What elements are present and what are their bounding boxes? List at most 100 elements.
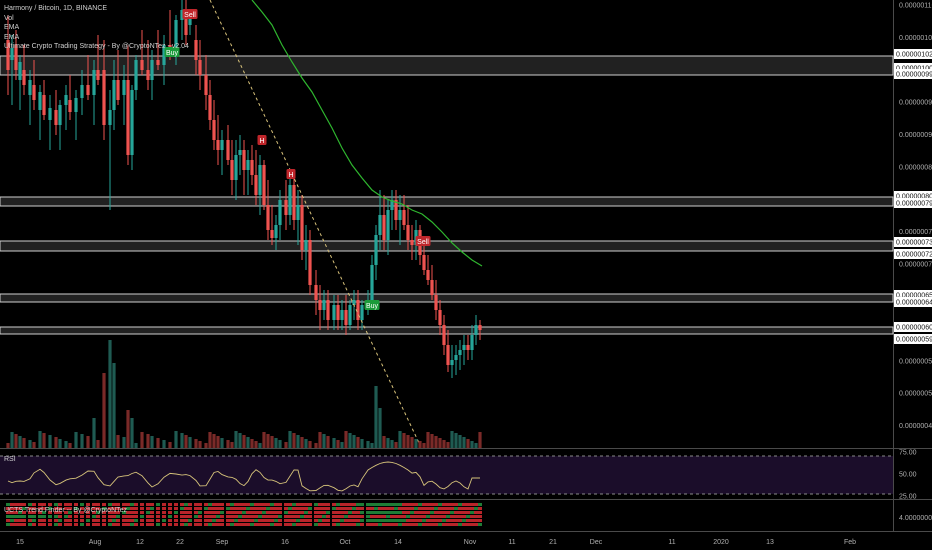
trend-cell: [352, 523, 356, 526]
trend-cell: [234, 515, 238, 518]
trend-cell: [322, 503, 326, 506]
volume-bar: [258, 443, 262, 448]
trend-cell: [22, 507, 26, 510]
trend-cell: [10, 503, 14, 506]
trend-cell: [58, 511, 62, 514]
trend-cell: [58, 523, 62, 526]
trend-cell: [378, 523, 382, 526]
trend-cell: [438, 511, 442, 514]
trend-cell: [374, 519, 378, 522]
candle-body: [250, 160, 254, 175]
candle-body: [188, 15, 192, 25]
trend-cell: [184, 511, 188, 514]
volume-bar: [254, 441, 258, 448]
trend-cell: [18, 503, 22, 506]
trend-cell: [198, 503, 202, 506]
trend-cell: [344, 503, 348, 506]
trend-cell: [266, 511, 270, 514]
trend-cell: [156, 503, 160, 506]
candle-body: [478, 325, 482, 330]
trend-cell: [54, 503, 58, 506]
trend-cell: [446, 515, 450, 518]
trend-cell: [156, 511, 160, 514]
trend-cell: [108, 515, 112, 518]
trend-cell: [86, 507, 90, 510]
trend-cell: [230, 519, 234, 522]
trend-cell: [378, 503, 382, 506]
legend-vol[interactable]: Vol: [4, 14, 14, 22]
trend-cell: [262, 515, 266, 518]
trend-cell: [300, 523, 304, 526]
trend-cell: [418, 507, 422, 510]
trend-cell: [352, 515, 356, 518]
trend-cell: [266, 515, 270, 518]
trend-cell: [216, 503, 220, 506]
trend-cell: [284, 519, 288, 522]
volume-bar: [322, 434, 326, 448]
trend-cell: [48, 515, 52, 518]
legend-strategy[interactable]: Ultimate Crypto Trading Strategy - By @C…: [4, 43, 189, 50]
time-axis-label: 12: [136, 539, 144, 546]
trend-cell: [126, 519, 130, 522]
volume-bar: [262, 432, 266, 448]
trend-cell: [18, 519, 22, 522]
trend-cell: [466, 519, 470, 522]
trend-cell: [86, 515, 90, 518]
trend-cell: [434, 523, 438, 526]
trend-finder-title[interactable]: UCTS Trend Finder -- By @CryptoNTez: [4, 507, 128, 514]
trend-cell: [134, 519, 138, 522]
volume-bar: [230, 442, 234, 448]
trend-cell: [278, 515, 282, 518]
trend-cell: [254, 519, 258, 522]
volume-bar: [394, 442, 398, 448]
trend-cell: [208, 515, 212, 518]
trend-cell: [356, 519, 360, 522]
rsi-title[interactable]: RSI: [4, 456, 16, 463]
trend-cell: [344, 523, 348, 526]
candle-body: [406, 225, 410, 240]
candle-body: [86, 85, 90, 95]
trend-cell: [262, 523, 266, 526]
trend-cell: [80, 523, 84, 526]
trend-cell: [336, 511, 340, 514]
volume-bar: [198, 441, 202, 448]
legend-ema-2[interactable]: EMA: [4, 33, 20, 41]
trend-cell: [242, 511, 246, 514]
trend-cell: [274, 523, 278, 526]
symbol-title[interactable]: Harmony / Bitcoin, 1D, BINANCE: [4, 5, 108, 12]
time-axis-label: 21: [549, 539, 557, 546]
trend-cell: [42, 503, 46, 506]
trend-cell: [146, 515, 150, 518]
trend-cell: [216, 515, 220, 518]
volume-bar: [86, 436, 90, 448]
candle-body: [378, 215, 382, 235]
trend-cell: [194, 511, 198, 514]
trend-cell: [274, 503, 278, 506]
trend-cell: [336, 507, 340, 510]
trend-cell: [168, 523, 172, 526]
trend-cell: [68, 507, 72, 510]
trend-cell: [292, 523, 296, 526]
trend-cell: [14, 523, 18, 526]
trend-cell: [32, 511, 36, 514]
trend-cell: [48, 511, 52, 514]
candle-body: [134, 60, 138, 90]
trend-cell: [454, 519, 458, 522]
trend-cell: [32, 519, 36, 522]
time-axis-label: 16: [281, 539, 289, 546]
legend-ema-1[interactable]: EMA: [4, 24, 20, 31]
trend-cell: [458, 507, 462, 510]
trend-cell: [450, 503, 454, 506]
trend-cell: [406, 511, 410, 514]
trend-cell: [450, 519, 454, 522]
trend-cell: [238, 523, 242, 526]
trend-cell: [74, 503, 78, 506]
trend-cell: [402, 515, 406, 518]
trend-cell: [454, 503, 458, 506]
trend-cell: [42, 515, 46, 518]
trend-cell: [426, 519, 430, 522]
candle-body: [314, 285, 318, 300]
